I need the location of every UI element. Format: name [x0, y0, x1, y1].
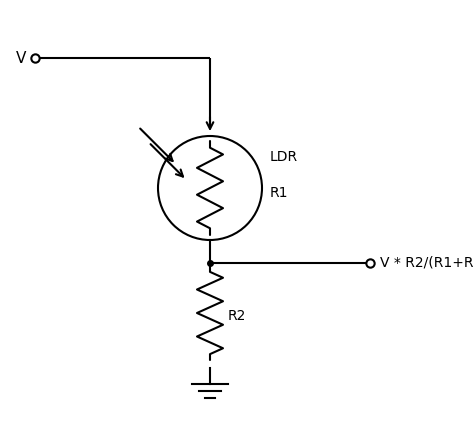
Text: V * R2/(R1+R2): V * R2/(R1+R2): [380, 256, 474, 270]
Text: LDR: LDR: [270, 150, 298, 164]
Text: R1: R1: [270, 186, 289, 200]
Text: V: V: [16, 51, 26, 65]
Text: R2: R2: [228, 309, 246, 323]
